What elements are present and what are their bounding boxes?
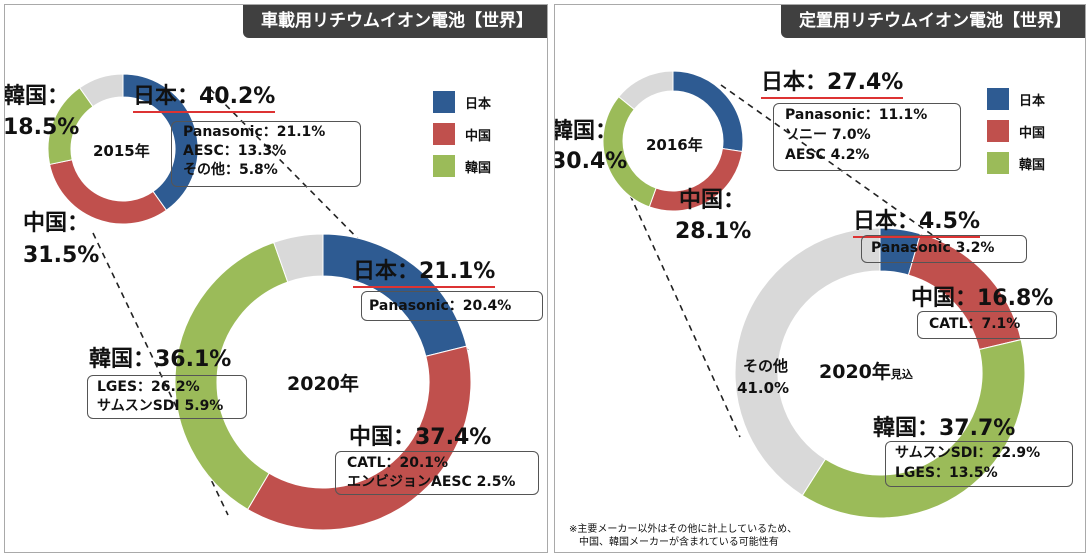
japan-details-bracket <box>773 103 961 171</box>
korea-detail-line: サムスンSDI：22.9% <box>895 445 1041 461</box>
legend-swatch-korea <box>987 152 1009 174</box>
korea-details-bracket <box>87 375 247 419</box>
legend-swatch-china <box>433 123 455 145</box>
japan-share-2020: 日本：21.1% <box>353 259 496 288</box>
china-detail-line: エンビジョンAESC 2.5% <box>347 474 516 490</box>
donut-2015-year-label: 2015年 <box>93 142 150 160</box>
china-share-2016-label: 中国： <box>679 188 746 213</box>
legend-item: 韓国 <box>987 147 1045 179</box>
legend-item: 中国 <box>987 115 1045 147</box>
china-detail-line: CATL：20.1% <box>347 455 449 471</box>
legend-item: 日本 <box>987 83 1045 115</box>
japan-share-2020: 日本：4.5% <box>853 209 981 238</box>
japan-details-bracket <box>861 235 1027 263</box>
stationary-panel: 定置用リチウムイオン電池【世界】 2016年 日本：27.4% Panasoni… <box>554 4 1086 553</box>
other-share-2020-value: 41.0% <box>737 379 790 397</box>
china-share-2020: 中国：16.8% <box>911 286 1054 311</box>
japan-details-bracket <box>171 121 361 187</box>
footnote: ※主要メーカー以外はその他に計上しているため、 <box>569 524 798 535</box>
legend-label: 中国 <box>1019 125 1046 141</box>
korea-share-2015-label: 韓国： <box>4 84 70 109</box>
legend: 日本 中国 韓国 <box>987 83 1045 179</box>
donut-2020-slice-other <box>273 233 324 283</box>
legend-label: 日本 <box>465 96 492 112</box>
legend-label: 韓国 <box>1019 157 1046 173</box>
china-share-2020: 中国：37.4% <box>349 425 492 450</box>
china-share-2015-label: 中国： <box>23 211 90 236</box>
legend-item: 日本 <box>433 86 491 118</box>
legend-swatch-korea <box>433 155 455 177</box>
legend-item: 中国 <box>433 118 491 150</box>
japan-detail-line: Panasonic：11.1% <box>785 107 928 123</box>
panel-title: 定置用リチウムイオン電池【世界】 <box>781 5 1085 38</box>
legend-item: 韓国 <box>433 150 491 182</box>
korea-share-2020: 韓国：37.7% <box>873 416 1016 441</box>
japan-detail-line: その他：5.8% <box>183 162 278 178</box>
donut-2015-slice-other <box>78 73 124 108</box>
donut-2020-year-label: 2020年見込 <box>819 357 913 384</box>
donut-2020-slice-china <box>246 345 472 531</box>
china-detail-line: CATL：7.1% <box>929 316 1021 332</box>
japan-details-bracket <box>361 291 543 321</box>
connector-line <box>620 174 741 438</box>
japan-detail-line: Panasonic：20.4% <box>369 298 512 314</box>
donut-2020-year-label: 2020年 <box>287 373 359 395</box>
year-text: 2020年 <box>819 361 891 383</box>
connector-line <box>720 84 970 262</box>
china-share-2015-value: 31.5% <box>23 243 100 268</box>
donut-2015-slice-japan <box>122 73 199 211</box>
legend-swatch-china <box>987 120 1009 142</box>
korea-detail-line: LGES：26.2% <box>97 379 200 395</box>
automotive-donut-charts <box>47 73 472 531</box>
year-suffix: 見込 <box>890 368 913 381</box>
legend-label: 日本 <box>1019 93 1046 109</box>
china-share-2016-value: 28.1% <box>675 219 752 244</box>
china-details-bracket <box>917 311 1057 339</box>
legend-swatch-japan <box>987 88 1009 110</box>
connector-line <box>92 232 229 516</box>
japan-share-2015: 日本：40.2% <box>133 84 276 113</box>
donut-2016-slice-other <box>618 70 674 111</box>
korea-detail-line: サムスンSDI 5.9% <box>97 398 224 414</box>
donut-2020-slice-korea <box>174 241 289 511</box>
legend-label: 韓国 <box>465 160 492 176</box>
footnote: 中国、韓国メーカーが含まれている可能性有 <box>569 537 779 548</box>
korea-detail-line: LGES：13.5% <box>895 465 998 481</box>
japan-share-2016: 日本：27.4% <box>761 70 904 99</box>
korea-share-2016-label: 韓国： <box>554 119 618 144</box>
stationary-donut-charts <box>602 70 1026 519</box>
automotive-panel: 車載用リチウムイオン電池【世界】 2015年 日本：40.2% Panasoni… <box>4 4 548 553</box>
japan-detail-line: AESC 4.2% <box>785 147 870 163</box>
japan-detail-line: ソニー 7.0% <box>785 127 871 143</box>
legend-label: 中国 <box>465 128 492 144</box>
korea-share-2016-value: 30.4% <box>554 149 628 174</box>
japan-detail-line: Panasonic：21.1% <box>183 124 326 140</box>
donut-2016-year-label: 2016年 <box>646 136 703 154</box>
china-details-bracket <box>335 451 539 495</box>
donut-2020-slice-other <box>734 227 881 497</box>
other-share-2020-label: その他 <box>743 357 789 375</box>
panel-title: 車載用リチウムイオン電池【世界】 <box>243 5 547 38</box>
japan-detail-line: AESC：13.3% <box>183 143 287 159</box>
legend-swatch-japan <box>433 91 455 113</box>
legend: 日本 中国 韓国 <box>433 86 491 182</box>
korea-details-bracket <box>885 441 1073 487</box>
korea-share-2020: 韓国：36.1% <box>89 347 232 372</box>
korea-share-2015-value: 18.5% <box>4 115 80 140</box>
japan-detail-line: Panasonic 3.2% <box>871 240 995 256</box>
